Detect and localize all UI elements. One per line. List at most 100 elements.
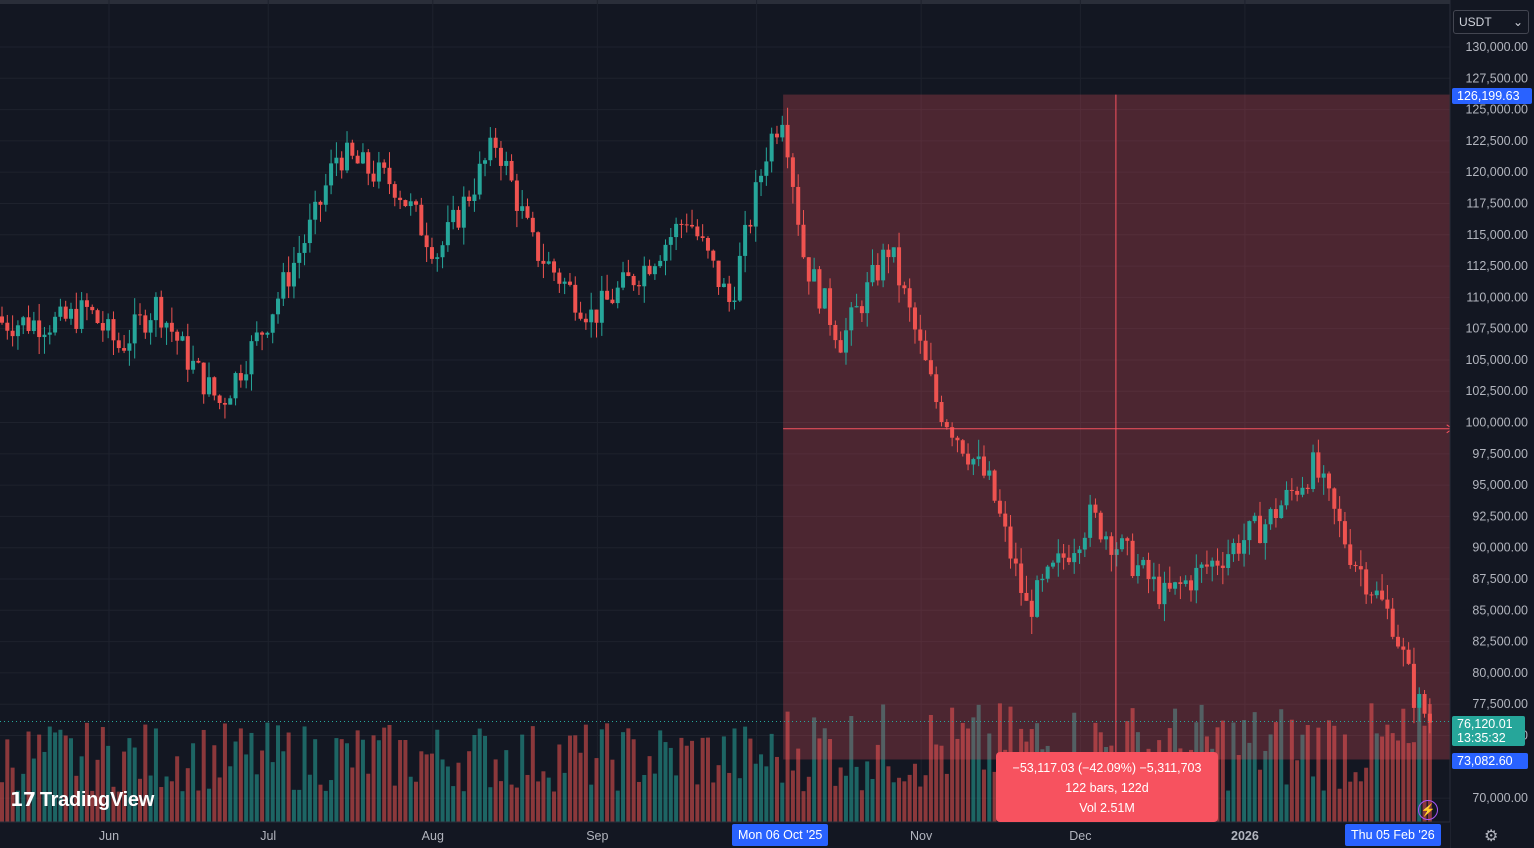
price-tick-label: 107,500.00 [1465, 322, 1528, 336]
candle [504, 151, 509, 176]
volume-bar [955, 738, 960, 822]
volume-bar [1406, 743, 1411, 822]
currency-value: USDT [1459, 15, 1492, 29]
volume-bar [716, 765, 721, 822]
candle [122, 335, 127, 354]
candle [339, 151, 344, 179]
lightning-icon[interactable]: ⚡ [1418, 800, 1438, 820]
candle [201, 362, 206, 404]
volume-bar [90, 790, 95, 822]
candle [1040, 573, 1045, 592]
volume-bar [870, 778, 875, 822]
range-start-date-badge: Mon 06 Oct '25 [732, 824, 829, 846]
candle [960, 438, 965, 457]
candle [1109, 532, 1114, 572]
candle [562, 277, 567, 295]
candle [902, 281, 907, 295]
price-tick-label: 122,500.00 [1465, 134, 1528, 148]
volume-bar [132, 747, 137, 822]
candle [31, 311, 36, 335]
candle [1188, 575, 1193, 602]
bar-countdown: 13:35:32 [1457, 731, 1506, 745]
candle [737, 242, 742, 302]
volume-bar [153, 728, 158, 822]
candle [1396, 624, 1401, 649]
volume-bar [546, 777, 551, 822]
price-tick-label: 100,000.00 [1465, 416, 1528, 430]
volume-bar [509, 784, 514, 822]
candle [732, 286, 737, 310]
candle [1284, 481, 1289, 510]
candle [1422, 689, 1427, 718]
volume-bar [148, 775, 153, 822]
volume-bar [583, 724, 588, 822]
volume-bar [647, 756, 652, 822]
volume-bar [806, 776, 811, 822]
candle [1061, 543, 1066, 570]
volume-bar [31, 758, 36, 822]
candle [727, 275, 732, 312]
candle [1082, 532, 1087, 558]
volume-bar [451, 786, 456, 822]
volume-bar [53, 732, 58, 822]
volume-bar [461, 791, 466, 822]
volume-bar [382, 727, 387, 822]
volume-bar [636, 781, 641, 822]
volume-bar [536, 781, 541, 822]
currency-select[interactable]: USDT ⌄ [1453, 10, 1529, 34]
volume-bar [1300, 734, 1305, 822]
volume-bar [291, 789, 296, 822]
volume-bar [95, 759, 100, 822]
candle [238, 364, 243, 388]
volume-bar [1305, 725, 1310, 822]
volume-bar [881, 704, 886, 822]
candle [47, 325, 52, 345]
candle [1337, 496, 1342, 538]
candle [1013, 542, 1018, 577]
volume-bar [313, 739, 318, 822]
candle [934, 366, 939, 409]
volume-bar [270, 762, 275, 822]
candle [1364, 562, 1369, 604]
candle [631, 273, 636, 291]
candle [445, 205, 450, 252]
volume-bar [1364, 767, 1369, 822]
volume-bar [164, 776, 169, 822]
candle [1119, 534, 1124, 552]
volume-bar [589, 784, 594, 822]
candle [1374, 581, 1379, 599]
candle [1146, 552, 1151, 594]
candle [1380, 574, 1385, 602]
volume-bar [1427, 704, 1432, 822]
candle [1417, 687, 1422, 722]
candle [387, 152, 392, 195]
candle [1342, 511, 1347, 549]
price-tick-label: 125,000.00 [1465, 103, 1528, 117]
candle [498, 141, 503, 181]
candle [1263, 519, 1268, 560]
volume-bar [944, 773, 949, 822]
candle [1369, 591, 1374, 604]
candle [1300, 476, 1305, 498]
time-tick-label: Dec [1069, 829, 1091, 843]
candle [435, 253, 440, 272]
candle [95, 308, 100, 324]
candle [53, 311, 58, 336]
candle [1210, 557, 1215, 582]
candle [10, 315, 15, 347]
tradingview-logo[interactable]: 𝟭𝟳 TradingView [10, 789, 154, 812]
candle [493, 127, 498, 158]
volume-bar [10, 767, 15, 822]
gear-icon[interactable]: ⚙ [1484, 828, 1499, 845]
last-price-value: 76,120.01 [1457, 717, 1513, 731]
candle [100, 311, 105, 342]
volume-bar [106, 745, 111, 822]
candle [207, 362, 212, 397]
candle [1385, 585, 1390, 620]
volume-bar [843, 775, 848, 822]
volume-bar [743, 726, 748, 822]
volume-bar [780, 782, 785, 822]
candle [222, 397, 227, 419]
volume-bar [774, 756, 779, 822]
